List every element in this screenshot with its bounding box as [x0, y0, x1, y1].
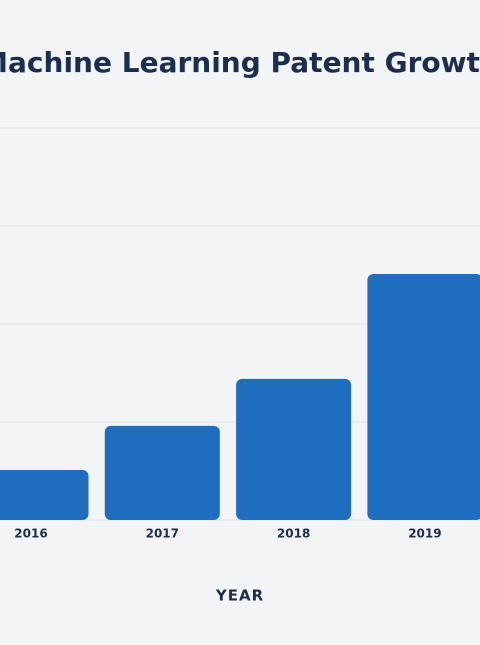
chart-title: Machine Learning Patent Growth: [0, 46, 480, 79]
x-tick-label: 2019: [408, 527, 441, 541]
bar: [236, 378, 352, 520]
bar: [367, 274, 480, 520]
bar: [0, 470, 89, 520]
x-tick-label: 2018: [277, 527, 310, 541]
x-tick-label: 2017: [146, 527, 179, 541]
x-axis-label: YEAR: [215, 587, 264, 605]
bar: [104, 425, 220, 520]
x-tick-label: 2016: [14, 527, 47, 541]
